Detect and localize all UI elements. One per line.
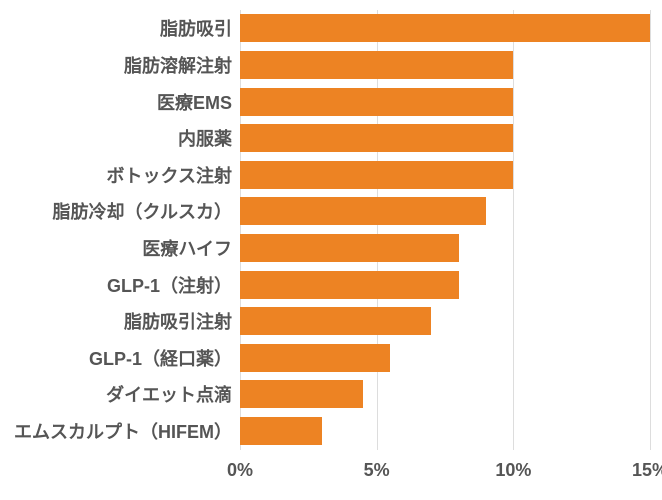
bar <box>240 417 322 445</box>
y-axis-label: 医療EMS <box>157 89 240 115</box>
plot-area: 脂肪吸引脂肪溶解注射医療EMS 内服薬ボトックス注射脂肪冷却（クルスカ） 医療ハイフ… <box>240 10 650 450</box>
bar-row: 内服薬 <box>240 124 650 152</box>
bar <box>240 51 513 79</box>
bar-row: ボトックス注射 <box>240 161 650 189</box>
x-axis-tick: 10% <box>495 460 531 481</box>
y-axis-label: 脂肪溶解注射 <box>124 52 240 78</box>
y-axis-label: 内服薬 <box>178 125 240 151</box>
bar <box>240 161 513 189</box>
y-axis-label: エムスカルプト（HIFEM） <box>14 418 240 444</box>
bar-row: 脂肪冷却（クルスカ） <box>240 197 650 225</box>
y-axis-label: GLP-1（注射） <box>107 272 240 298</box>
bar <box>240 124 513 152</box>
bar <box>240 344 390 372</box>
bar-row: 脂肪吸引 <box>240 14 650 42</box>
y-axis-label: 医療ハイフ <box>142 235 240 261</box>
bar <box>240 197 486 225</box>
x-axis-tick: 5% <box>364 460 390 481</box>
bar-row: 医療ハイフ <box>240 234 650 262</box>
bar-row: GLP-1（経口薬） <box>240 344 650 372</box>
bar-row: GLP-1（注射） <box>240 271 650 299</box>
y-axis-label: ダイエット点滴 <box>106 381 240 407</box>
grid-line <box>650 10 651 450</box>
x-axis-tick: 15% <box>632 460 662 481</box>
bar <box>240 88 513 116</box>
bar <box>240 307 431 335</box>
bar <box>240 14 650 42</box>
bar-row: 脂肪溶解注射 <box>240 51 650 79</box>
bar-row: 脂肪吸引注射 <box>240 307 650 335</box>
y-axis-label: 脂肪吸引 <box>160 15 240 41</box>
bar-row: エムスカルプト（HIFEM） <box>240 417 650 445</box>
bar-row: ダイエット点滴 <box>240 380 650 408</box>
y-axis-label: ボトックス注射 <box>107 162 240 188</box>
bar <box>240 380 363 408</box>
bar-chart: 脂肪吸引脂肪溶解注射医療EMS内服薬ボトックス注射脂肪冷却（クルスカ）医療ハイフ… <box>0 0 662 500</box>
y-axis-label: 脂肪吸引注射 <box>124 308 240 334</box>
y-axis-label: GLP-1（経口薬） <box>89 345 240 371</box>
bar-row: 医療EMS <box>240 88 650 116</box>
y-axis-label: 脂肪冷却（クルスカ） <box>53 198 240 224</box>
x-axis-tick: 0% <box>227 460 253 481</box>
bar <box>240 234 459 262</box>
bar <box>240 271 459 299</box>
